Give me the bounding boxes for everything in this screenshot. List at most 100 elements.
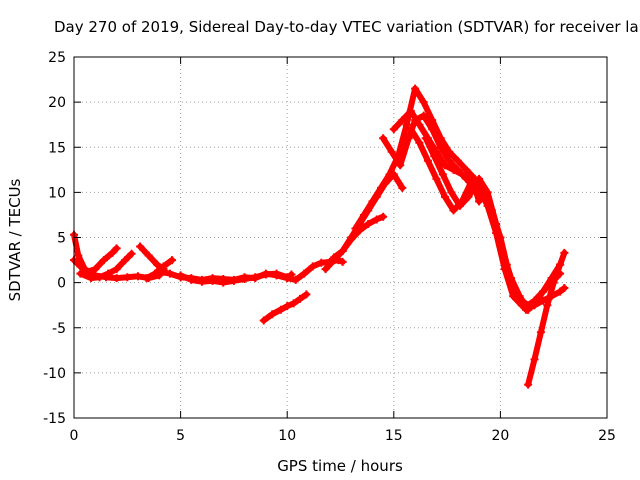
data-point (398, 183, 407, 192)
series-trace (331, 171, 406, 261)
y-tick-label: -10 (43, 366, 66, 382)
data-point (481, 188, 490, 197)
data-point (530, 301, 539, 310)
data-point (430, 152, 439, 161)
data-point (112, 265, 121, 274)
data-point (447, 188, 456, 197)
data-point (377, 183, 386, 192)
data-point (368, 197, 377, 206)
data-point (464, 192, 473, 201)
data-point (76, 262, 85, 271)
data-point (308, 262, 317, 271)
data-point (261, 270, 270, 279)
data-point (112, 274, 121, 283)
data-point (165, 269, 174, 278)
data-point (95, 273, 104, 282)
data-point (472, 179, 481, 188)
x-axis-label: GPS time / hours (277, 457, 403, 475)
data-point (411, 84, 420, 93)
data-point (419, 111, 428, 120)
x-tick-label: 0 (70, 428, 79, 444)
data-point (379, 134, 388, 143)
data-point (462, 165, 471, 174)
data-point (543, 301, 552, 310)
data-point (291, 275, 300, 284)
data-point (144, 251, 153, 260)
data-series (70, 84, 569, 389)
series-trace (525, 249, 568, 388)
data-point (197, 277, 206, 286)
y-tick-label: 20 (48, 95, 66, 111)
y-axis-label: SDTVAR / TECUs (6, 178, 24, 301)
x-tick-label: 5 (176, 428, 185, 444)
data-point (300, 269, 309, 278)
data-point (338, 257, 347, 266)
data-point (515, 292, 524, 301)
data-point (276, 305, 285, 314)
data-point (136, 242, 145, 251)
data-point (112, 244, 121, 253)
data-point (108, 248, 117, 257)
data-point (419, 98, 428, 107)
data-point (521, 305, 530, 314)
data-point (423, 156, 432, 165)
data-point (436, 143, 445, 152)
data-point (458, 170, 467, 179)
y-tick-label: 15 (48, 140, 66, 156)
data-point (560, 284, 569, 293)
data-point (449, 206, 458, 215)
data-point (406, 107, 415, 116)
axis-ticks: 0 5 10 15 20 25 -15 -10 -5 0 5 10 15 20 25 (43, 50, 616, 444)
data-point (507, 274, 516, 283)
data-point (317, 258, 326, 267)
series-sat-arc-j (321, 212, 388, 274)
series-trace (422, 135, 532, 313)
data-point (406, 125, 415, 134)
y-tick-label: 5 (57, 231, 66, 247)
data-point (449, 165, 458, 174)
data-point (229, 276, 238, 285)
data-point (283, 302, 292, 311)
data-point (524, 380, 533, 389)
data-point (530, 355, 539, 364)
data-point (387, 147, 396, 156)
data-point (283, 274, 292, 283)
data-point (445, 156, 454, 165)
data-point (389, 125, 398, 134)
data-point (560, 248, 569, 257)
data-point (432, 174, 441, 183)
data-point (155, 267, 164, 276)
data-point (475, 197, 484, 206)
data-point (240, 275, 249, 284)
series-sat-arc-h (259, 290, 311, 325)
series-sat-arc-p (421, 134, 533, 314)
data-point (91, 265, 100, 274)
data-point (123, 273, 132, 282)
series-sat-arc-q (524, 248, 569, 389)
grid-lines (74, 57, 607, 418)
data-point (127, 249, 136, 258)
data-point (547, 292, 556, 301)
data-point (396, 161, 405, 170)
data-point (251, 273, 260, 282)
data-point (498, 247, 507, 256)
data-point (76, 269, 85, 278)
data-point (289, 299, 298, 308)
x-tick-label: 10 (278, 428, 296, 444)
x-tick-label: 20 (491, 428, 509, 444)
data-point (379, 212, 388, 221)
data-point (415, 138, 424, 147)
data-point (364, 219, 373, 228)
series-trace (352, 85, 510, 268)
data-point (295, 294, 304, 303)
series-sat-arc-l (351, 84, 511, 269)
data-point (347, 233, 356, 242)
series-sat-arc-g (176, 269, 292, 287)
y-tick-label: -5 (52, 321, 66, 337)
data-point (321, 265, 330, 274)
chart-title: Day 270 of 2019, Sidereal Day-to-day VTE… (54, 18, 640, 36)
series-sat-arc-c (76, 249, 136, 283)
plot-frame (73, 56, 608, 419)
data-point (259, 316, 268, 325)
